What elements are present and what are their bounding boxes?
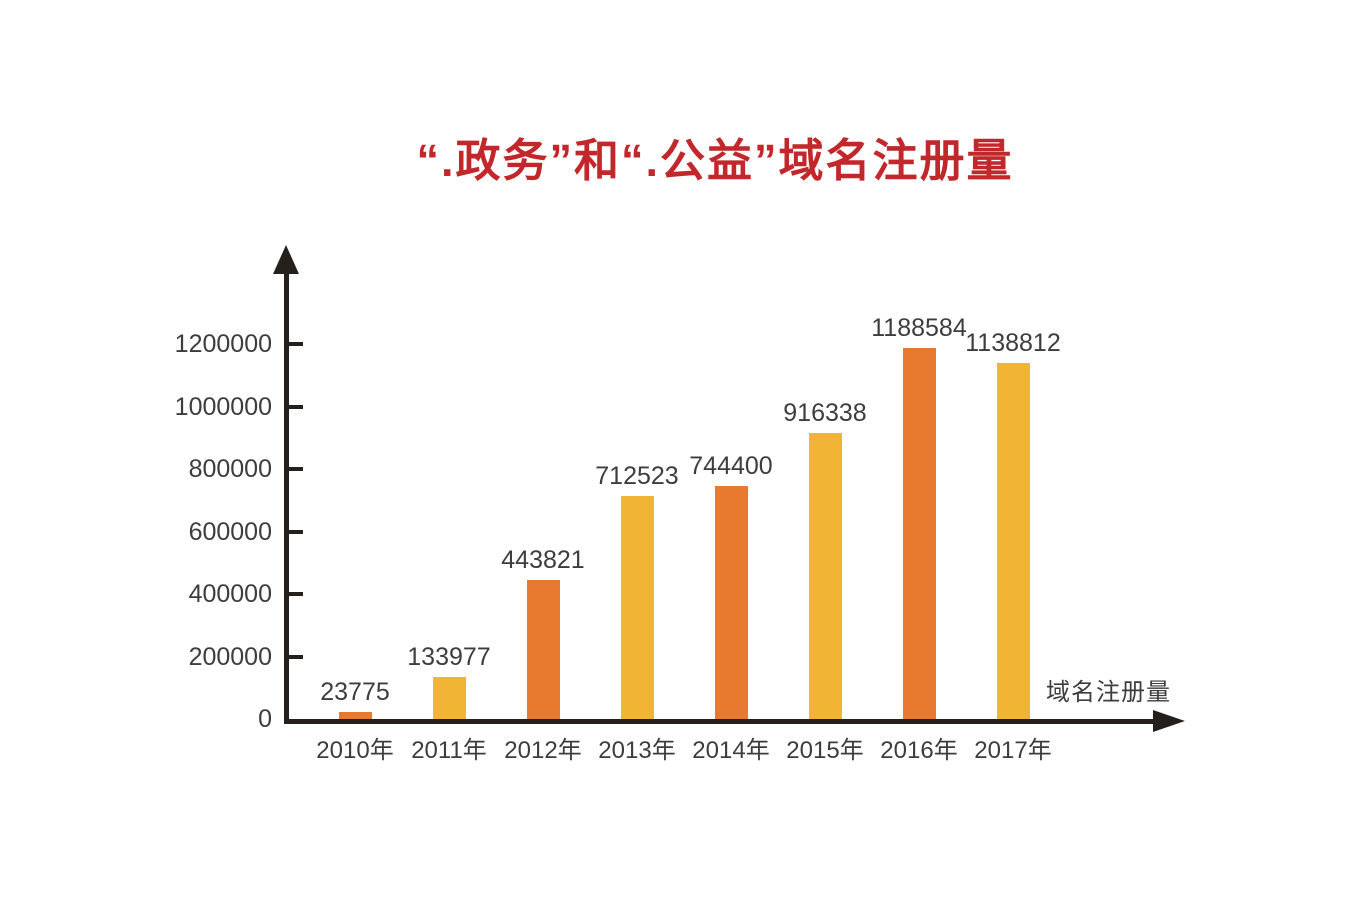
y-tick-mark xyxy=(289,654,303,659)
y-axis-tick-label: 400000 xyxy=(188,580,272,608)
bar-2012年 xyxy=(526,580,560,719)
y-axis-tick-label: 1000000 xyxy=(174,392,272,421)
bar-2016年 xyxy=(902,347,936,719)
bar-2010年 xyxy=(338,711,372,719)
bar-value-label: 443821 xyxy=(501,546,585,575)
x-axis-tick-label: 2011年 xyxy=(411,737,487,764)
x-axis-title: 域名注册量 xyxy=(1046,679,1171,706)
bar-value-label: 916338 xyxy=(783,398,867,427)
x-axis-tick-label: 2014年 xyxy=(692,737,770,764)
x-axis-tick-label: 2012年 xyxy=(504,737,582,764)
bar-value-label: 1188584 xyxy=(871,313,967,342)
y-axis-line xyxy=(284,262,289,724)
y-tick-mark xyxy=(289,467,303,471)
x-axis-tick-label: 2017年 xyxy=(974,737,1052,764)
y-tick-mark xyxy=(289,404,303,409)
bar-value-label: 1138812 xyxy=(965,329,1061,358)
y-tick-mark xyxy=(289,342,303,346)
y-axis-tick-label: 800000 xyxy=(188,455,272,483)
bar-2017年 xyxy=(996,363,1030,719)
bar-value-label: 23775 xyxy=(320,677,390,706)
x-axis-line xyxy=(284,719,1153,724)
x-axis-tick-label: 2016年 xyxy=(880,737,958,764)
bar-value-label: 744400 xyxy=(689,452,773,481)
bar-value-label: 133977 xyxy=(407,643,491,672)
y-axis-tick-label: 0 xyxy=(258,705,272,733)
x-axis-arrow-icon xyxy=(1153,710,1185,732)
y-axis-arrow-icon xyxy=(273,245,299,274)
bar-2015年 xyxy=(808,432,842,719)
y-axis-tick-label: 1200000 xyxy=(174,330,272,358)
x-axis-tick-label: 2010年 xyxy=(316,737,394,764)
bar-2014年 xyxy=(714,486,748,719)
x-axis-tick-label: 2013年 xyxy=(598,737,676,764)
y-axis-tick-label: 200000 xyxy=(188,642,272,671)
bar-2011年 xyxy=(432,677,466,719)
y-tick-mark xyxy=(289,529,303,534)
bar-value-label: 712523 xyxy=(595,462,679,491)
chart-title: “.政务”和“.公益”域名注册量 xyxy=(416,135,1014,186)
bar-2013年 xyxy=(620,496,654,719)
x-axis-tick-label: 2015年 xyxy=(786,737,864,764)
y-tick-mark xyxy=(289,592,303,596)
y-axis-tick-label: 600000 xyxy=(188,517,272,546)
